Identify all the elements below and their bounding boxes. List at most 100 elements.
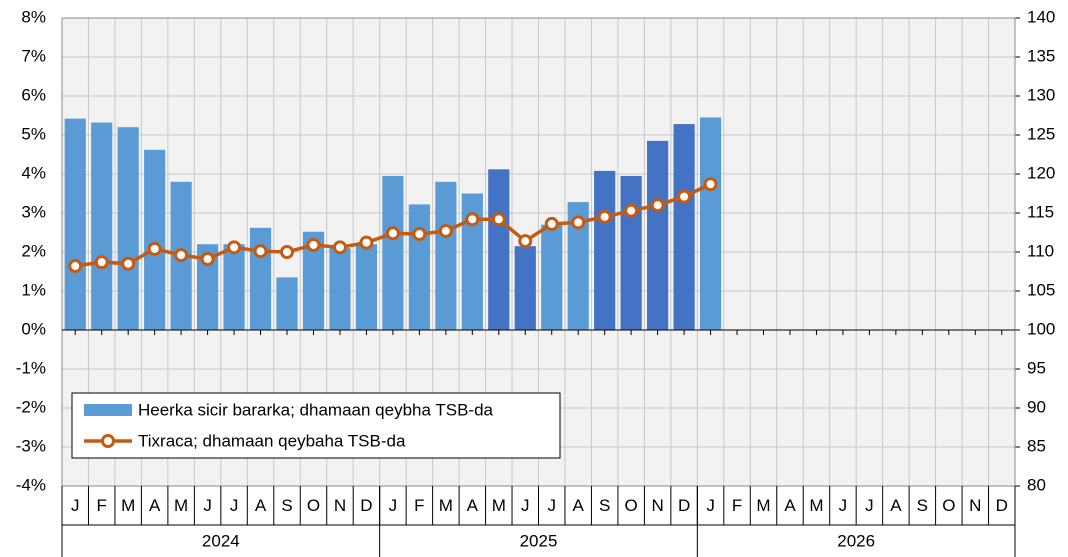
x-tick-label: J: [547, 496, 556, 515]
line-marker: [174, 248, 189, 263]
y2-tick-label: 115: [1027, 202, 1054, 221]
x-tick-label: A: [255, 496, 267, 515]
bar: [699, 117, 722, 330]
x-tick-label: F: [97, 496, 107, 515]
y-tick-label: 4%: [21, 163, 46, 182]
line-marker: [200, 252, 215, 267]
bar: [276, 277, 298, 330]
x-tick-label: J: [71, 496, 80, 515]
x-tick-label: O: [307, 496, 320, 515]
y-tick-label: 8%: [21, 7, 46, 26]
bar: [382, 175, 404, 330]
x-tick-label: S: [599, 496, 610, 515]
y2-tick-label: 140: [1027, 7, 1055, 26]
line-marker: [544, 216, 559, 231]
bar: [329, 248, 351, 330]
y2-tick-label: 85: [1027, 436, 1046, 455]
y-tick-label: 5%: [21, 124, 46, 143]
x-tick-label: M: [439, 496, 453, 515]
x-tick-label: M: [121, 496, 135, 515]
x-tick-label: S: [281, 496, 292, 515]
bar: [197, 244, 219, 330]
x-tick-label: D: [360, 496, 372, 515]
line-marker: [121, 256, 136, 271]
bar: [408, 204, 430, 330]
line-marker: [650, 198, 665, 213]
x-tick-label: M: [492, 496, 506, 515]
x-tick-label: O: [625, 496, 638, 515]
line-marker: [412, 227, 427, 242]
x-tick-label: O: [942, 496, 955, 515]
x-tick-label: F: [414, 496, 424, 515]
x-tick-label: A: [890, 496, 902, 515]
line-marker: [703, 177, 718, 192]
x-tick-label: F: [732, 496, 742, 515]
x-tick-label: J: [865, 496, 874, 515]
y2-tick-label: 125: [1027, 124, 1055, 143]
y2-tick-label: 80: [1027, 475, 1046, 494]
line-marker: [332, 240, 347, 255]
line-marker: [624, 203, 639, 218]
x-tick-label: J: [230, 496, 239, 515]
x-tick-label: D: [678, 496, 690, 515]
x-tick-label: S: [917, 496, 928, 515]
bar: [488, 169, 510, 330]
x-tick-label: A: [149, 496, 161, 515]
y-tick-label: -2%: [16, 397, 46, 416]
line-marker: [518, 234, 533, 249]
year-label: 2024: [202, 531, 240, 550]
legend-box: [71, 392, 561, 459]
y2-tick-label: 95: [1027, 358, 1046, 377]
line-marker: [438, 223, 453, 238]
bar: [144, 149, 166, 330]
bar: [461, 193, 483, 330]
bar: [620, 175, 642, 330]
y2-tick-label: 135: [1027, 46, 1055, 65]
bar: [647, 140, 669, 330]
y-tick-label: 2%: [21, 241, 46, 260]
line-marker: [94, 255, 109, 270]
x-tick-label: J: [203, 496, 212, 515]
line-marker: [147, 241, 162, 256]
line-marker: [306, 237, 321, 252]
x-tick-label: M: [756, 496, 770, 515]
y-tick-label: -4%: [16, 475, 46, 494]
y-tick-label: 0%: [21, 319, 46, 338]
y-tick-label: 6%: [21, 85, 46, 104]
bar: [541, 224, 563, 330]
x-tick-label: D: [996, 496, 1008, 515]
line-marker: [68, 259, 83, 274]
x-tick-label: N: [334, 496, 346, 515]
x-tick-label: J: [839, 496, 848, 515]
bar: [302, 231, 325, 330]
legend-label: Tixraca; dhamaan qeybaha TSB-da: [138, 431, 406, 450]
legend-swatch: [84, 404, 132, 416]
x-tick-label: M: [174, 496, 188, 515]
y-tick-label: 3%: [21, 202, 46, 221]
y2-tick-label: 120: [1027, 163, 1055, 182]
line-marker: [597, 209, 612, 224]
x-tick-label: M: [809, 496, 823, 515]
line-marker: [677, 189, 692, 204]
bar: [435, 181, 457, 330]
x-tick-label: J: [389, 496, 398, 515]
x-tick-label: J: [706, 496, 715, 515]
y-tick-label: 7%: [21, 46, 46, 65]
y-tick-label: -3%: [16, 436, 46, 455]
y2-tick-label: 130: [1027, 85, 1055, 104]
bar: [594, 170, 616, 330]
bar: [514, 246, 536, 330]
bar: [64, 118, 86, 331]
x-tick-label: A: [573, 496, 585, 515]
line-marker: [465, 212, 480, 227]
line-marker: [227, 240, 242, 255]
year-label: 2026: [837, 531, 875, 550]
bar: [117, 127, 139, 330]
y2-tick-label: 100: [1027, 319, 1055, 338]
line-marker: [571, 215, 586, 230]
bar: [673, 124, 695, 330]
legend-marker: [101, 434, 115, 448]
y2-tick-label: 110: [1027, 241, 1054, 260]
